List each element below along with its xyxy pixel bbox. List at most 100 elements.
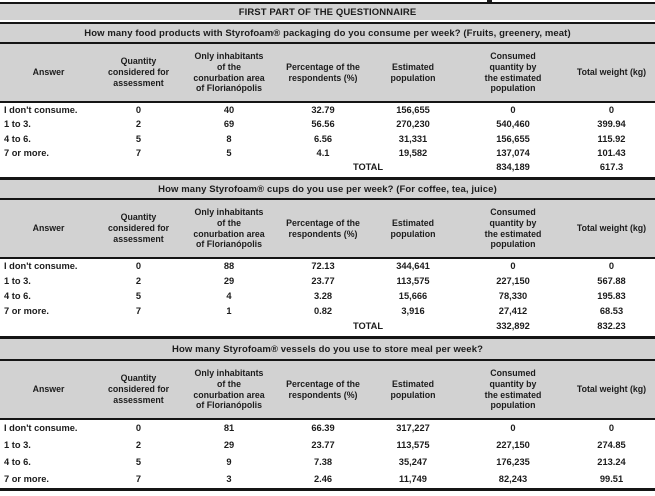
value-cell: 29 — [223, 439, 235, 450]
table-title: FIRST PART OF THE QUESTIONNAIRE — [0, 4, 655, 20]
value-cell: 82,243 — [498, 473, 528, 484]
value-cell: 35,247 — [398, 456, 428, 467]
value-cell: 15,666 — [398, 290, 428, 301]
divider-gap — [0, 334, 655, 336]
value-cell: 227,150 — [496, 439, 530, 450]
divider-rule — [0, 101, 655, 103]
column-header-row-3: Answer Quantity considered for assessment… — [0, 361, 655, 418]
value-cell: 115.92 — [597, 133, 626, 144]
total-label: TOTAL — [352, 320, 384, 331]
table-bottom-rule — [0, 488, 655, 491]
table-row: 7 or more. 7 5 4.1 19,582 137,074 101.43 — [0, 147, 655, 162]
column-header-5: Consumed quantity by the estimated popul… — [484, 207, 542, 250]
table-row: I don't consume. 0 40 32.79 156,655 0 0 — [0, 103, 655, 118]
total-consumed-quantity: 834,189 — [496, 162, 530, 173]
value-cell: 27,412 — [498, 305, 528, 316]
value-cell: 32.79 — [311, 104, 335, 115]
answer-cell: 7 or more. — [4, 148, 49, 159]
section-question-2: How many Styrofoam® cups do you use per … — [0, 180, 655, 198]
value-cell: 3.28 — [313, 290, 333, 301]
value-cell: 68.53 — [599, 305, 624, 316]
answer-cell: I don't consume. — [4, 104, 78, 115]
section-rows-3: I don't consume. 0 81 66.39 317,227 0 0 1 to 3.… — [0, 420, 655, 488]
value-cell: 31,331 — [398, 133, 428, 144]
table-row: 4 to 6. 5 9 7.38 35,247 176,235 213.24 — [0, 454, 655, 471]
section-question-1: How many food products with Styrofoam® p… — [0, 24, 655, 42]
column-header-1: Quantity considered for assessment — [107, 212, 170, 244]
value-cell: 9 — [226, 456, 232, 467]
value-cell: 4.1 — [316, 148, 330, 159]
total-row-2: TOTAL 332,892 832.23 — [0, 319, 655, 334]
answer-cell: 1 to 3. — [4, 439, 31, 450]
column-header-5: Consumed quantity by the estimated popul… — [484, 368, 542, 411]
column-header-6: Total weight (kg) — [576, 223, 647, 234]
table-row: 7 or more. 7 1 0.82 3,916 27,412 68.53 — [0, 304, 655, 319]
value-cell: 0 — [135, 422, 142, 433]
value-cell: 0.82 — [313, 305, 333, 316]
value-cell: 5 — [135, 133, 142, 144]
table-row: 1 to 3. 2 69 56.56 270,230 540,460 399.94 — [0, 118, 655, 133]
value-cell: 2 — [135, 439, 142, 450]
value-cell: 113,575 — [396, 439, 430, 450]
total-consumed-quantity: 332,892 — [496, 320, 530, 331]
column-header-row-1: Answer Quantity considered for assessment… — [0, 44, 655, 101]
value-cell: 227,150 — [496, 275, 530, 286]
table-row: I don't consume. 0 88 72.13 344,641 0 0 — [0, 259, 655, 274]
answer-cell: 4 to 6. — [4, 133, 31, 144]
value-cell: 66.39 — [311, 422, 335, 433]
value-cell: 0 — [608, 260, 615, 271]
total-label: TOTAL — [352, 162, 384, 173]
answer-cell: 4 to 6. — [4, 290, 31, 301]
total-row-spacer — [0, 319, 278, 334]
section-divider-rule — [0, 177, 655, 180]
value-cell: 213.24 — [597, 456, 626, 467]
value-cell: 56.56 — [311, 119, 335, 130]
table-row: 1 to 3. 2 29 23.77 113,575 227,150 274.85 — [0, 437, 655, 454]
value-cell: 0 — [510, 104, 516, 115]
value-cell: 1 — [226, 305, 232, 316]
value-cell: 274.85 — [597, 439, 626, 450]
value-cell: 72.13 — [311, 260, 335, 271]
column-header-4: Estimated population — [390, 61, 436, 83]
table-row: 4 to 6. 5 4 3.28 15,666 78,330 195.83 — [0, 289, 655, 304]
total-row-spacer — [0, 161, 278, 175]
answer-cell: I don't consume. — [4, 422, 78, 433]
value-cell: 69 — [223, 119, 235, 130]
value-cell: 0 — [135, 260, 142, 271]
column-header-0: Answer — [32, 223, 65, 234]
value-cell: 113,575 — [396, 275, 430, 286]
value-cell: 0 — [608, 422, 615, 433]
table-top-rule — [0, 2, 655, 4]
value-cell: 0 — [608, 104, 615, 115]
column-header-0: Answer — [32, 384, 65, 395]
value-cell: 3 — [226, 473, 232, 484]
value-cell: 23.77 — [311, 275, 335, 286]
value-cell: 156,655 — [396, 104, 430, 115]
column-header-1: Quantity considered for assessment — [107, 373, 170, 405]
divider-rule — [0, 359, 655, 361]
table-row: 7 or more. 7 3 2.46 11,749 82,243 99.51 — [0, 471, 655, 488]
table-row: 4 to 6. 5 8 6.56 31,331 156,655 115.92 — [0, 132, 655, 147]
answer-cell: 7 or more. — [4, 305, 49, 316]
value-cell: 6.56 — [313, 133, 333, 144]
value-cell: 2.46 — [313, 473, 333, 484]
table-row: 1 to 3. 2 29 23.77 113,575 227,150 567.88 — [0, 274, 655, 289]
value-cell: 2 — [135, 275, 142, 286]
section-question-3: How many Styrofoam® vessels do you use t… — [0, 339, 655, 359]
column-header-2: Only inhabitants of the conurbation area… — [193, 207, 265, 250]
value-cell: 7.38 — [313, 456, 333, 467]
divider-rule — [0, 22, 655, 24]
column-header-row-2: Answer Quantity considered for assessment… — [0, 200, 655, 257]
value-cell: 5 — [226, 148, 232, 159]
column-header-2: Only inhabitants of the conurbation area… — [193, 368, 265, 411]
column-header-4: Estimated population — [390, 217, 436, 239]
value-cell: 567.88 — [597, 275, 626, 286]
column-header-3: Percentage of the respondents (%) — [286, 61, 360, 83]
total-weight: 832.23 — [597, 320, 626, 331]
value-cell: 101.43 — [597, 148, 626, 159]
value-cell: 7 — [135, 473, 142, 484]
column-header-1: Quantity considered for assessment — [107, 56, 170, 88]
column-header-6: Total weight (kg) — [576, 67, 647, 78]
value-cell: 29 — [223, 275, 235, 286]
